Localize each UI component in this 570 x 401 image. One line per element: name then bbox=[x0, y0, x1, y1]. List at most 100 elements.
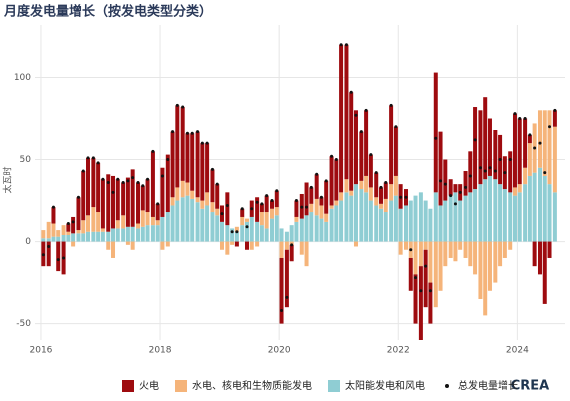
bar-segment bbox=[389, 184, 394, 201]
bar-segment bbox=[234, 226, 239, 232]
bar-segment bbox=[448, 241, 453, 258]
total-dot bbox=[294, 199, 298, 203]
bar-segment bbox=[190, 198, 195, 242]
legend-label: 总发电量增长 bbox=[458, 379, 518, 392]
bar-segment bbox=[383, 198, 388, 213]
total-dot bbox=[319, 195, 323, 199]
bar-segment bbox=[339, 200, 344, 242]
bar-segment bbox=[309, 203, 314, 213]
bar-segment bbox=[537, 110, 542, 168]
bar-segment bbox=[289, 241, 294, 245]
bar-segment bbox=[547, 241, 552, 258]
bar-segment bbox=[46, 221, 51, 239]
bar-segment bbox=[111, 228, 116, 242]
bar-segment bbox=[71, 233, 76, 242]
bar-segment bbox=[349, 190, 354, 196]
bar-segment bbox=[76, 233, 81, 242]
bar-segment bbox=[468, 151, 473, 193]
bar-segment bbox=[205, 143, 210, 193]
bar-segment bbox=[46, 241, 51, 267]
bar-segment bbox=[185, 182, 190, 196]
total-dot bbox=[453, 202, 457, 206]
total-dot bbox=[285, 295, 289, 299]
bar-segment bbox=[150, 216, 155, 226]
bar-segment bbox=[319, 197, 324, 206]
total-dot bbox=[160, 174, 164, 178]
bar-segment bbox=[150, 151, 155, 217]
bar-segment bbox=[404, 205, 408, 242]
bar-segment bbox=[324, 213, 329, 222]
bar-segment bbox=[91, 207, 96, 232]
bar-segment bbox=[512, 113, 517, 188]
bar-segment bbox=[542, 110, 547, 176]
y-tick-label: 100 bbox=[14, 73, 31, 83]
x-tick-label: 2020 bbox=[268, 346, 291, 356]
bar-segment bbox=[170, 205, 175, 242]
total-dot bbox=[101, 177, 105, 181]
bar-segment bbox=[473, 241, 478, 275]
bar-segment bbox=[368, 187, 373, 201]
logo: CREA bbox=[511, 379, 550, 394]
total-dot bbox=[166, 158, 170, 162]
bar-segment bbox=[249, 216, 254, 242]
bar-segment bbox=[150, 225, 155, 242]
bar-segment bbox=[493, 179, 498, 242]
bar-segment bbox=[299, 241, 304, 255]
bar-segment bbox=[270, 208, 275, 219]
bar-segment bbox=[284, 249, 289, 308]
total-dot bbox=[503, 171, 507, 175]
bar-segment bbox=[264, 195, 269, 213]
total-dot bbox=[493, 169, 497, 173]
bar-segment bbox=[111, 175, 116, 229]
bar-segment bbox=[294, 221, 299, 242]
bar-segment bbox=[165, 154, 170, 213]
legend-swatch bbox=[175, 380, 187, 392]
bar-segment bbox=[136, 223, 141, 229]
bar-segment bbox=[71, 216, 76, 234]
total-dot bbox=[47, 244, 51, 248]
bar-segment bbox=[210, 169, 215, 203]
total-dot bbox=[424, 264, 428, 268]
total-dot bbox=[151, 149, 155, 153]
bar-segment bbox=[125, 241, 130, 245]
bar-segment bbox=[289, 244, 294, 262]
total-dot bbox=[51, 205, 55, 209]
x-tick-label: 2024 bbox=[506, 346, 529, 356]
bar-segment bbox=[304, 182, 309, 216]
total-dot bbox=[190, 131, 194, 135]
bar-segment bbox=[458, 241, 463, 250]
bar-segment bbox=[453, 241, 458, 262]
bar-segment bbox=[86, 231, 90, 242]
bar-segment bbox=[502, 189, 507, 242]
bar-segment bbox=[453, 184, 458, 193]
total-dot bbox=[449, 194, 453, 198]
total-dot bbox=[131, 176, 135, 180]
bar-segment bbox=[353, 241, 358, 247]
bar-segment bbox=[106, 231, 111, 242]
bar-segment bbox=[245, 218, 249, 222]
total-dot bbox=[300, 205, 304, 209]
legend-marker bbox=[445, 384, 449, 388]
bar-segment bbox=[71, 241, 76, 247]
bar-segment bbox=[294, 216, 299, 222]
bar-segment bbox=[483, 241, 488, 316]
total-dot bbox=[141, 184, 145, 188]
x-tick-label: 2016 bbox=[30, 346, 53, 356]
bar-segment bbox=[115, 228, 120, 242]
total-dot bbox=[305, 205, 309, 209]
bar-segment bbox=[359, 180, 364, 190]
bar-segment bbox=[234, 241, 239, 247]
bar-segment bbox=[100, 179, 105, 229]
total-dot bbox=[175, 103, 179, 107]
bar-segment bbox=[537, 241, 542, 275]
bar-segment bbox=[353, 184, 358, 242]
bar-segment bbox=[532, 241, 537, 267]
bar-segment bbox=[96, 231, 101, 242]
total-dot bbox=[210, 167, 214, 171]
bar-segment bbox=[175, 187, 180, 201]
bar-segment bbox=[245, 241, 249, 250]
total-dot bbox=[404, 195, 408, 199]
bar-segment bbox=[170, 197, 175, 206]
total-dot bbox=[359, 130, 363, 134]
total-dot bbox=[41, 253, 45, 257]
